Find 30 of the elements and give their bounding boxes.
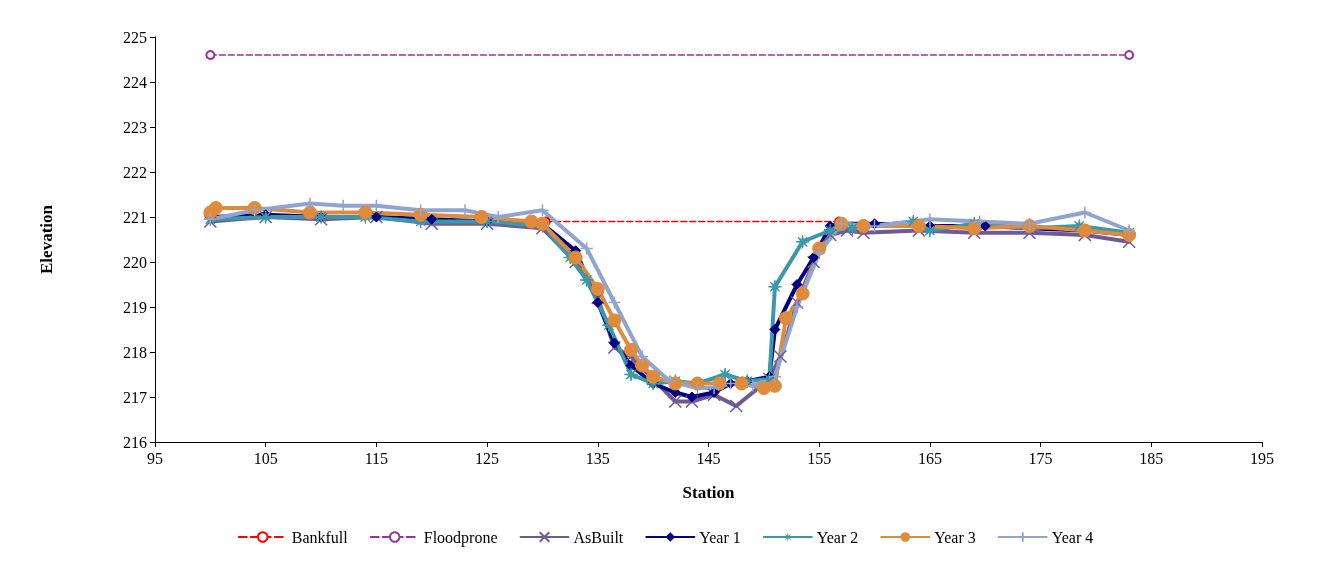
x-tick-label: 105 [253,449,278,467]
legend-label: Year 3 [934,528,976,546]
legend-label: Year 2 [816,528,859,546]
y-tick-label: 220 [123,253,147,271]
y-tick-label: 216 [123,433,147,451]
x-tick-label: 125 [475,449,500,467]
y-tick-label: 218 [123,343,147,361]
x-tick-label: 145 [696,449,721,467]
x-tick-label: 135 [585,449,610,467]
y-axis-title: Elevation [37,204,56,274]
legend-label: AsBuilt [573,528,624,546]
x-axis-title: Station [682,483,736,502]
y-tick-label: 217 [123,388,147,406]
legend-label: Year 1 [699,528,741,546]
legend-label: Bankfull [291,528,349,546]
x-tick-label: 165 [917,449,942,467]
y-tick-label: 225 [123,28,147,46]
x-tick-label: 195 [1250,449,1274,467]
legend-label: Floodprone [423,528,498,547]
y-tick-label: 223 [123,118,147,136]
y-tick-label: 219 [123,298,147,316]
x-tick-label: 115 [364,449,389,467]
x-tick-label: 95 [147,449,163,467]
legend-label: Year 4 [1051,528,1094,546]
x-tick-label: 155 [807,449,832,467]
y-tick-label: 221 [123,208,147,226]
y-tick-label: 222 [123,163,147,181]
x-tick-label: 185 [1139,449,1164,467]
y-tick-label: 224 [123,73,147,91]
x-tick-label: 175 [1028,449,1053,467]
